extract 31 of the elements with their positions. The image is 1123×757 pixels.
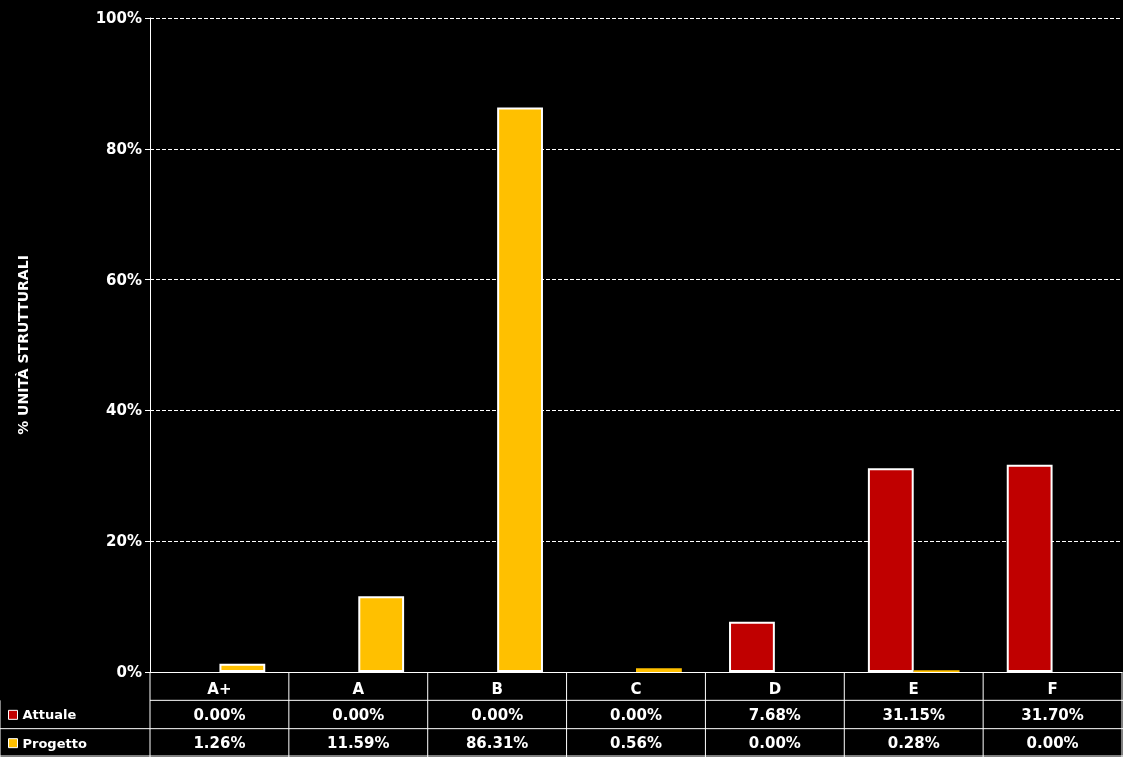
x-tick-label: D [768, 679, 782, 698]
x-tick-label: F [1047, 679, 1058, 698]
data-label: 86.31% [465, 733, 529, 752]
data-label: 0.28% [887, 733, 940, 752]
legend-label: Attuale [22, 707, 77, 723]
data-label: 7.68% [748, 705, 801, 724]
data-label: 31.70% [1021, 705, 1084, 724]
y-tick-label: 60% [106, 270, 142, 289]
data-label: 0.00% [609, 705, 663, 724]
data-label: 1.26% [193, 733, 246, 752]
data-label: 0.00% [1026, 733, 1079, 752]
data-label: 0.56% [609, 733, 663, 752]
y-tick-label: 100% [95, 9, 142, 27]
y-axis-title: % UNITÀ STRUTTURALI [15, 255, 31, 435]
data-label: 31.15% [882, 705, 945, 724]
data-label: 0.00% [471, 705, 524, 724]
legend-label: Progetto [22, 735, 87, 751]
x-tick-label: C [630, 679, 642, 698]
y-tick-label: 40% [106, 401, 142, 420]
x-tick-label: A+ [207, 679, 232, 698]
data-label: 0.00% [332, 705, 385, 724]
x-tick-label: A [352, 679, 365, 698]
bar [636, 668, 682, 672]
y-tick-label: 80% [106, 139, 142, 158]
y-tick-label: 20% [106, 532, 142, 551]
y-tick-label: 0% [116, 663, 142, 681]
x-tick-label: B [491, 679, 503, 698]
data-label: 0.00% [193, 705, 246, 724]
x-tick-label: E [908, 679, 919, 698]
data-label: 0.00% [748, 733, 801, 752]
data-label: 11.59% [327, 733, 390, 752]
